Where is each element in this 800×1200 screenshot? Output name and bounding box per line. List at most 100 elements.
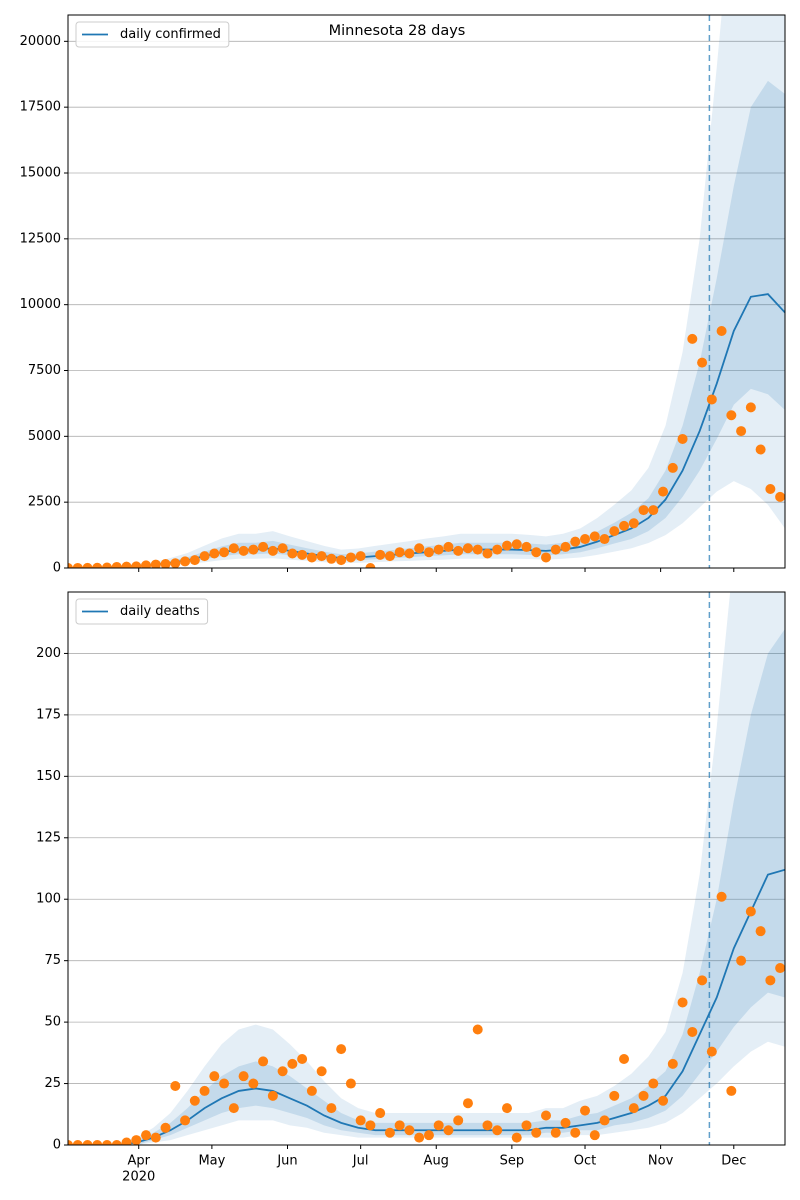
- data-point: [765, 975, 776, 986]
- data-point: [550, 544, 561, 555]
- x-tick-label: Dec: [721, 1154, 746, 1169]
- data-point: [404, 1125, 415, 1136]
- data-point: [82, 1140, 93, 1145]
- data-point: [375, 549, 386, 560]
- data-point: [384, 551, 395, 562]
- data-point: [68, 1140, 73, 1145]
- y-tick-label: 15000: [20, 166, 61, 181]
- data-point: [199, 551, 210, 562]
- data-point: [775, 491, 785, 502]
- data-point: [453, 1115, 464, 1126]
- data-point: [287, 1058, 298, 1069]
- data-point: [72, 562, 83, 568]
- data-point: [736, 955, 747, 966]
- data-point: [472, 544, 483, 555]
- x-year-label: 2020: [122, 1170, 155, 1185]
- data-point: [365, 1120, 376, 1131]
- data-point: [189, 1095, 200, 1106]
- data-point: [765, 484, 776, 494]
- data-point: [365, 563, 376, 568]
- data-point: [238, 545, 249, 556]
- data-point: [68, 563, 73, 568]
- data-point: [472, 1024, 483, 1035]
- x-tick-label: Oct: [574, 1154, 596, 1169]
- y-tick-label: 12500: [20, 231, 61, 246]
- x-tick-label: Jul: [352, 1154, 369, 1169]
- data-point: [628, 518, 639, 529]
- y-tick-label: 200: [36, 646, 61, 661]
- data-point: [336, 555, 347, 566]
- data-point: [345, 1078, 356, 1089]
- data-point: [404, 548, 415, 559]
- data-point: [150, 559, 161, 568]
- data-point: [72, 1140, 83, 1145]
- data-point: [570, 1127, 581, 1138]
- data-point: [560, 541, 571, 552]
- data-point: [209, 548, 220, 559]
- y-tick-label: 7500: [28, 363, 61, 378]
- data-point: [394, 547, 405, 558]
- data-point: [609, 1090, 620, 1101]
- data-point: [433, 1120, 444, 1131]
- axes-frame: [67, 591, 786, 1146]
- data-point: [677, 433, 688, 444]
- data-point: [258, 1056, 269, 1067]
- data-point: [121, 1137, 132, 1145]
- data-point: [306, 552, 317, 563]
- data-point: [599, 1115, 610, 1126]
- data-point: [521, 1120, 532, 1131]
- y-tick-label: 100: [36, 892, 61, 907]
- data-point: [316, 551, 327, 562]
- data-point: [219, 547, 230, 558]
- data-point: [189, 555, 200, 566]
- data-point: [482, 1120, 493, 1131]
- data-point: [316, 1066, 327, 1077]
- data-point: [306, 1085, 317, 1096]
- plot-area: [68, 592, 785, 1145]
- data-point: [248, 544, 259, 555]
- y-tick-label: 150: [36, 769, 61, 784]
- data-point: [492, 1125, 503, 1136]
- data-point: [414, 1132, 425, 1143]
- x-tick-label: Nov: [648, 1154, 674, 1169]
- data-point: [277, 1066, 288, 1077]
- data-point: [462, 543, 473, 554]
- data-point: [511, 539, 522, 550]
- x-tick-label: May: [198, 1154, 225, 1169]
- data-point: [131, 1135, 142, 1145]
- data-point: [521, 541, 532, 552]
- data-point: [550, 1127, 561, 1138]
- y-tick-label: 0: [53, 1138, 61, 1153]
- data-point: [560, 1117, 571, 1128]
- data-point: [141, 1130, 152, 1141]
- data-point: [258, 541, 269, 552]
- data-point: [745, 402, 756, 413]
- data-point: [375, 1108, 386, 1119]
- data-point: [706, 394, 717, 405]
- data-point: [111, 561, 122, 568]
- data-point: [589, 1130, 600, 1141]
- data-point: [687, 1026, 698, 1037]
- data-point: [628, 1103, 639, 1114]
- data-point: [609, 526, 620, 537]
- data-point: [433, 544, 444, 555]
- data-point: [599, 534, 610, 545]
- data-point: [453, 545, 464, 556]
- data-point: [648, 1078, 659, 1089]
- data-point: [92, 1140, 103, 1145]
- data-point: [180, 1115, 191, 1126]
- y-tick-label: 75: [44, 953, 61, 968]
- data-point: [619, 520, 630, 531]
- data-point: [667, 1058, 678, 1069]
- data-point: [638, 505, 649, 516]
- data-point: [111, 1140, 122, 1145]
- data-point: [755, 444, 766, 455]
- data-point: [102, 1140, 113, 1145]
- data-point: [501, 1103, 512, 1114]
- data-point: [492, 544, 503, 555]
- data-point: [277, 543, 288, 554]
- data-point: [443, 1125, 454, 1136]
- data-point: [541, 1110, 551, 1121]
